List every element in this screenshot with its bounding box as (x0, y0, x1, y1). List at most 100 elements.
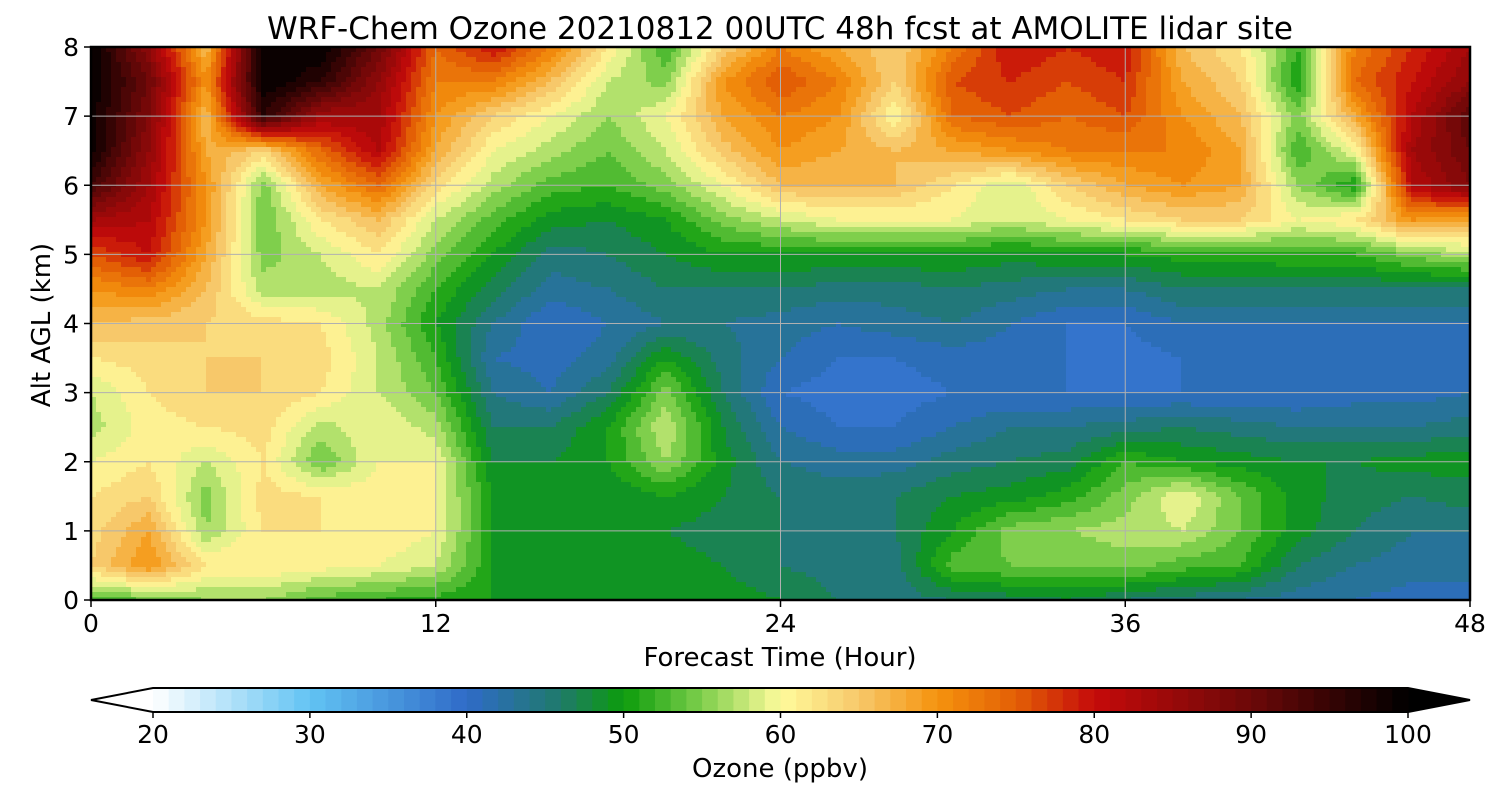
contour-cell (1086, 77, 1092, 83)
contour-cell (1161, 87, 1167, 93)
contour-cell (676, 122, 682, 128)
contour-cell (721, 127, 727, 133)
contour-cell (1026, 127, 1032, 133)
contour-cell (1106, 52, 1112, 58)
contour-cell (1256, 107, 1262, 113)
contour-cell (971, 77, 977, 83)
contour-cell (1221, 102, 1227, 108)
contour-cell (1011, 87, 1017, 93)
contour-cell (926, 82, 932, 88)
contour-cell (866, 132, 872, 138)
contour-cell (1456, 52, 1462, 58)
contour-cell (631, 122, 637, 128)
contour-cell (151, 87, 157, 93)
contour-cell (1376, 62, 1382, 68)
contour-cell (176, 137, 182, 143)
contour-cell (311, 82, 317, 88)
contour-cell (926, 92, 932, 98)
contour-cell (571, 57, 577, 63)
contour-cell (291, 87, 297, 93)
contour-cell (1441, 82, 1447, 88)
contour-cell (166, 117, 172, 123)
contour-cell (806, 122, 812, 128)
contour-cell (136, 137, 142, 143)
contour-cell (761, 122, 767, 128)
contour-cell (1221, 92, 1227, 98)
contour-cell (251, 112, 257, 118)
contour-cell (1126, 117, 1132, 123)
contour-cell (426, 67, 432, 73)
contour-cell (106, 92, 112, 98)
contour-cell (941, 112, 947, 118)
contour-cell (391, 107, 397, 113)
contour-cell (806, 132, 812, 138)
contour-cell (481, 117, 487, 123)
contour-cell (136, 127, 142, 133)
contour-cell (781, 122, 787, 128)
contour-cell (1331, 122, 1337, 128)
contour-cell (1431, 97, 1437, 103)
contour-cell (866, 112, 872, 118)
contour-cell (1256, 92, 1262, 98)
contour-cell (926, 87, 932, 93)
contour-cell (226, 132, 232, 138)
contour-cell (421, 97, 427, 103)
contour-cell (906, 52, 912, 58)
contour-cell (856, 67, 862, 73)
contour-cell (561, 117, 567, 123)
contour-cell (166, 97, 172, 103)
contour-cell (1306, 77, 1312, 83)
contour-cell (1456, 77, 1462, 83)
contour-cell (516, 62, 522, 68)
contour-cell (1086, 102, 1092, 108)
contour-cell (1061, 87, 1067, 93)
contour-cell (396, 52, 402, 58)
contour-cell (286, 82, 292, 88)
contour-cell (871, 107, 877, 113)
contour-cell (111, 117, 117, 123)
contour-cell (396, 112, 402, 118)
contour-cell (1391, 57, 1397, 63)
contour-cell (721, 57, 727, 63)
contour-cell (1231, 67, 1237, 73)
contour-cell (1196, 62, 1202, 68)
contour-cell (841, 82, 847, 88)
contour-cell (651, 82, 657, 88)
contour-cell (1316, 87, 1322, 93)
contour-cell (866, 122, 872, 128)
contour-cell (1206, 77, 1212, 83)
contour-cell (866, 52, 872, 58)
contour-cell (871, 102, 877, 108)
contour-cell (926, 57, 932, 63)
contour-cell (1231, 112, 1237, 118)
contour-cell (216, 52, 222, 58)
contour-cell (1066, 72, 1072, 78)
contour-cell (1411, 112, 1417, 118)
contour-cell (1181, 62, 1187, 68)
contour-cell (1311, 122, 1317, 128)
contour-cell (756, 67, 762, 73)
contour-cell (926, 97, 932, 103)
contour-cell (451, 102, 457, 108)
contour-cell (696, 57, 702, 63)
contour-cell (1126, 92, 1132, 98)
contour-cell (986, 97, 992, 103)
contour-cell (871, 127, 877, 133)
contour-cell (1111, 77, 1117, 83)
contour-cell (181, 82, 187, 88)
contour-cell (1001, 87, 1007, 93)
contour-cell (521, 52, 527, 58)
contour-cell (831, 97, 837, 103)
contour-cell (611, 127, 617, 133)
contour-cell (271, 82, 277, 88)
contour-cell (716, 97, 722, 103)
contour-cell (361, 112, 367, 118)
contour-cell (1446, 102, 1452, 108)
contour-cell (1336, 82, 1342, 88)
contour-cell (641, 87, 647, 93)
contour-cell (1276, 77, 1282, 83)
contour-cell (641, 132, 647, 138)
contour-cell (1376, 52, 1382, 58)
contour-cell (1096, 67, 1102, 73)
contour-cell (1086, 87, 1092, 93)
